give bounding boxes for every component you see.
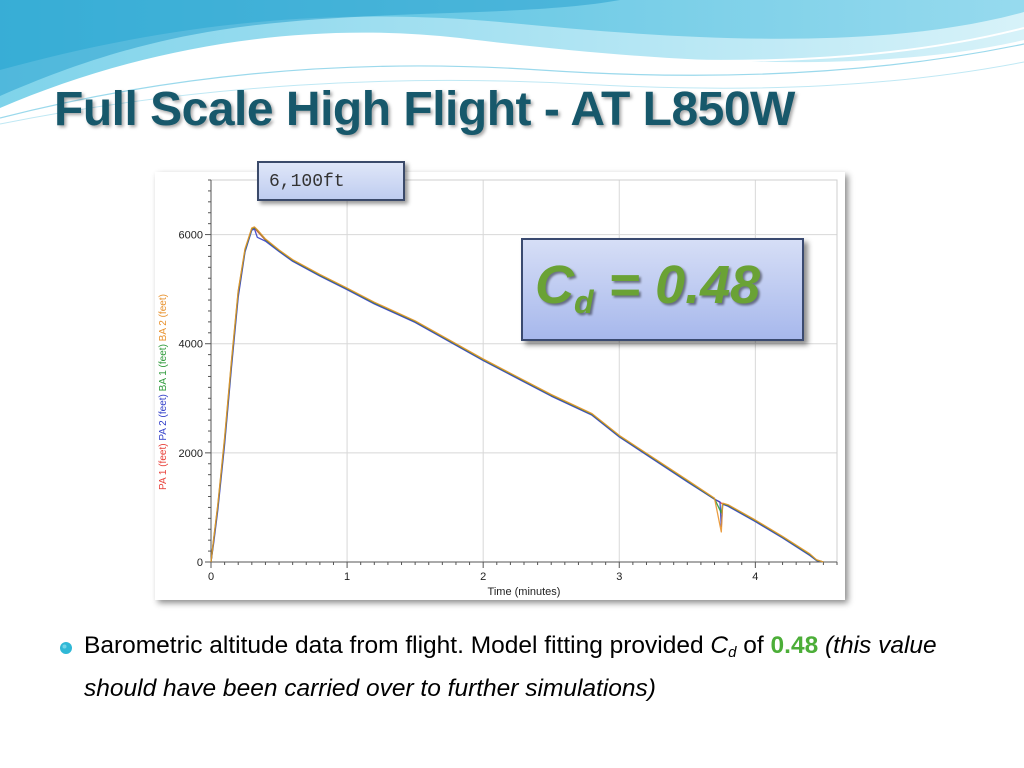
- y-axis-label-part: PA 1 (feet): [158, 443, 169, 490]
- altitude-chart: 0 1 2 3 4 0 2000 4000 6000 Time (minutes) PA 1 (…: [155, 172, 845, 600]
- chart-ticks: 0 1 2 3 4 0 2000 4000 6000: [179, 179, 838, 583]
- y-tick-label: 2000: [179, 448, 203, 460]
- bullet-cd-value: 0.48: [770, 632, 819, 659]
- x-tick-label: 1: [344, 571, 350, 583]
- bullet-text-part1: Barometric altitude data from flight. Mo…: [84, 632, 711, 659]
- x-tick-label: 4: [752, 571, 758, 583]
- x-axis-label: Time (minutes): [488, 586, 561, 598]
- chart-canvas: 0 1 2 3 4 0 2000 4000 6000 Time (minutes) PA 1 (…: [158, 179, 838, 598]
- series-line-2: [210, 228, 824, 563]
- chart-series: [210, 226, 824, 563]
- slide-title: Full Scale High Flight - AT L850W: [54, 83, 795, 136]
- peak-altitude-callout: 6,100ft: [257, 161, 405, 201]
- bullet-text: Barometric altitude data from flight. Mo…: [84, 628, 964, 707]
- drag-coefficient-text: Cd = 0.48: [535, 254, 760, 321]
- bullet-text-part3: (this value should have been carried ove…: [84, 632, 937, 702]
- y-tick-label: 0: [197, 557, 203, 569]
- bullet-text-part2: of: [736, 632, 771, 659]
- y-axis-label-part: BA 1 (feet): [158, 344, 169, 394]
- peak-altitude-label: 6,100ft: [269, 172, 345, 192]
- x-tick-label: 3: [616, 571, 622, 583]
- y-tick-label: 4000: [179, 339, 203, 351]
- y-axis-label-part: BA 2 (feet): [158, 294, 169, 344]
- cd-symbol: C: [535, 255, 574, 315]
- y-axis-label: PA 1 (feet) PA 2 (feet) BA 1 (feet) BA 2…: [158, 294, 169, 490]
- series-line-4: [210, 226, 824, 563]
- x-tick-label: 2: [480, 571, 486, 583]
- cd-subscript: d: [574, 284, 594, 320]
- y-tick-label: 6000: [179, 230, 203, 242]
- bullet-marker-icon: [60, 642, 72, 654]
- x-tick-label: 0: [208, 571, 214, 583]
- decorative-waves: [0, 0, 1024, 125]
- y-axis-label-part: PA 2 (feet): [158, 394, 169, 443]
- bullet-cd-symbol: C: [710, 632, 729, 659]
- cd-value: = 0.48: [593, 255, 761, 315]
- drag-coefficient-box: Cd = 0.48: [521, 238, 804, 341]
- bullet-cd-subscript: d: [728, 644, 737, 661]
